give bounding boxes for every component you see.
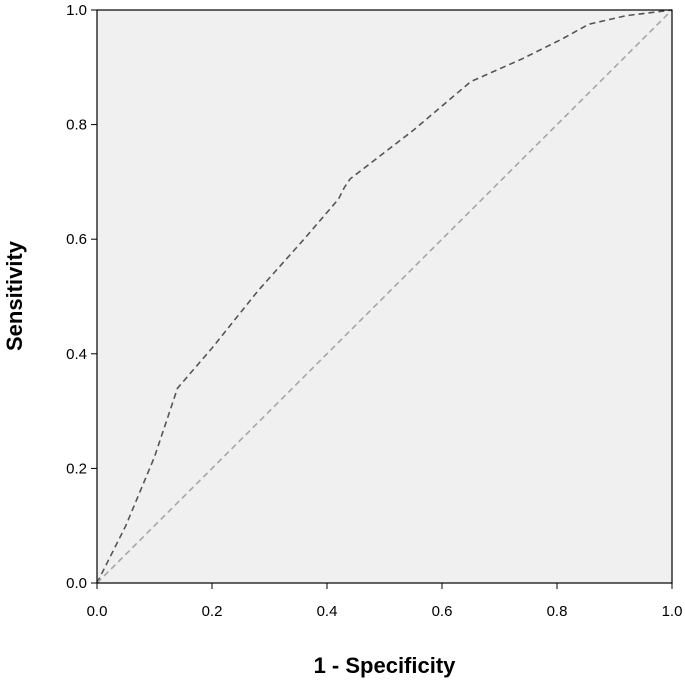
y-tick-label: 0.0 (66, 575, 87, 592)
series-layer (96, 9, 673, 584)
plot-frame (96, 9, 673, 584)
x-tick-label: 1.0 (662, 603, 683, 620)
reference-diagonal-line (96, 9, 673, 584)
x-tick-label: 0.0 (87, 603, 108, 620)
y-axis-title: Sensitivity (2, 240, 27, 351)
y-tick-label: 0.6 (66, 231, 87, 248)
y-tick-label: 0.4 (66, 346, 87, 363)
x-tick-label: 0.2 (202, 603, 223, 620)
x-axis: 0.0 0.2 0.4 0.6 0.8 1.0 (87, 583, 683, 620)
y-tick-label: 1.0 (66, 2, 87, 19)
x-tick-label: 0.8 (547, 603, 568, 620)
roc-curve-line (96, 9, 673, 584)
x-axis-title: 1 - Specificity (314, 653, 457, 678)
y-tick-label: 0.8 (66, 117, 87, 134)
y-tick-label: 0.2 (66, 460, 87, 477)
x-tick-label: 0.4 (317, 603, 338, 620)
x-tick-label: 0.6 (432, 603, 453, 620)
y-axis: 0.0 0.2 0.4 0.6 0.8 1.0 (66, 2, 97, 592)
